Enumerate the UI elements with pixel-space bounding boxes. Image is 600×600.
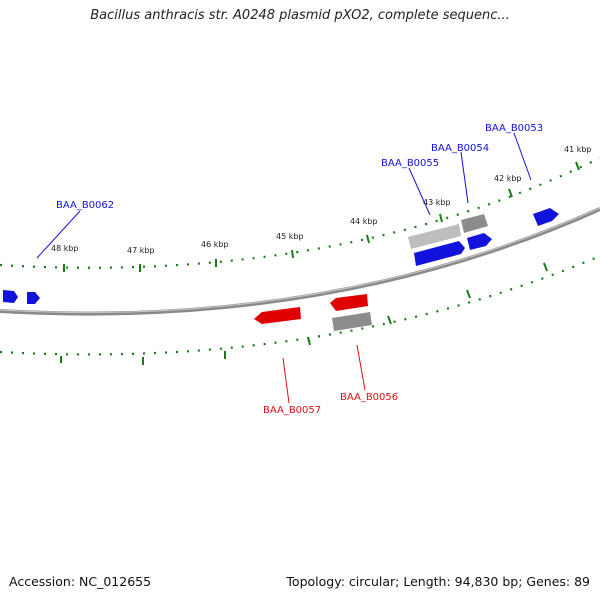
- kbp-label: 42 kbp: [494, 174, 522, 183]
- topology-summary: Topology: circular; Length: 94,830 bp; G…: [286, 574, 590, 589]
- major-tick: [291, 249, 294, 259]
- leader-line: [356, 344, 366, 391]
- major-tick: [307, 336, 311, 346]
- kbp-label: 44 kbp: [350, 217, 378, 226]
- gene-arrow-forward[interactable]: [467, 233, 492, 250]
- reverse-genes: [254, 294, 368, 324]
- major-tick: [575, 161, 580, 171]
- gene-arrow-forward[interactable]: [533, 208, 559, 226]
- gene-block-gray[interactable]: [461, 214, 488, 233]
- gene-label[interactable]: BAA_B0053: [485, 123, 543, 134]
- kbp-label: 46 kbp: [201, 240, 229, 249]
- kbp-label: 47 kbp: [127, 246, 155, 255]
- gene-label[interactable]: BAA_B0057: [263, 405, 321, 416]
- inner-tick-ring: [0, 254, 600, 365]
- gene-label[interactable]: BAA_B0054: [431, 143, 489, 154]
- map-title: Bacillus anthracis str. A0248 plasmid pX…: [90, 8, 510, 23]
- accession-text: Accession: NC_012655: [9, 574, 152, 589]
- kbp-label: 48 kbp: [51, 244, 79, 253]
- gene-block-light[interactable]: [408, 224, 461, 249]
- major-tick: [466, 289, 471, 299]
- backbone-arc: [0, 207, 600, 316]
- leader-line: [460, 151, 469, 204]
- gene-label[interactable]: BAA_B0056: [340, 392, 398, 403]
- gene-label[interactable]: BAA_B0055: [381, 158, 439, 169]
- leader-line: [36, 210, 81, 259]
- gene-arrow-forward[interactable]: [3, 290, 18, 303]
- backbone-highlight: [0, 207, 600, 314]
- kbp-label: 43 kbp: [423, 198, 451, 207]
- forward-genes: [3, 208, 559, 304]
- major-tick: [387, 315, 392, 325]
- leader-line: [408, 167, 431, 216]
- major-tick: [366, 234, 370, 244]
- leader-line: [282, 357, 290, 404]
- gene-arrow-forward[interactable]: [27, 292, 40, 304]
- kbp-label: 41 kbp: [564, 145, 592, 154]
- gene-arrow-reverse[interactable]: [330, 294, 368, 311]
- major-tick: [508, 188, 513, 198]
- gene-block-gray[interactable]: [332, 312, 372, 331]
- major-tick: [439, 213, 443, 223]
- major-tick: [543, 262, 548, 272]
- outer-tick-ring: [0, 157, 600, 272]
- leader-line: [513, 132, 532, 181]
- kbp-label: 45 kbp: [276, 232, 304, 241]
- gene-arrow-reverse[interactable]: [254, 307, 301, 324]
- gene-label[interactable]: BAA_B0062: [56, 200, 114, 211]
- gene-arrow-forward[interactable]: [414, 241, 465, 266]
